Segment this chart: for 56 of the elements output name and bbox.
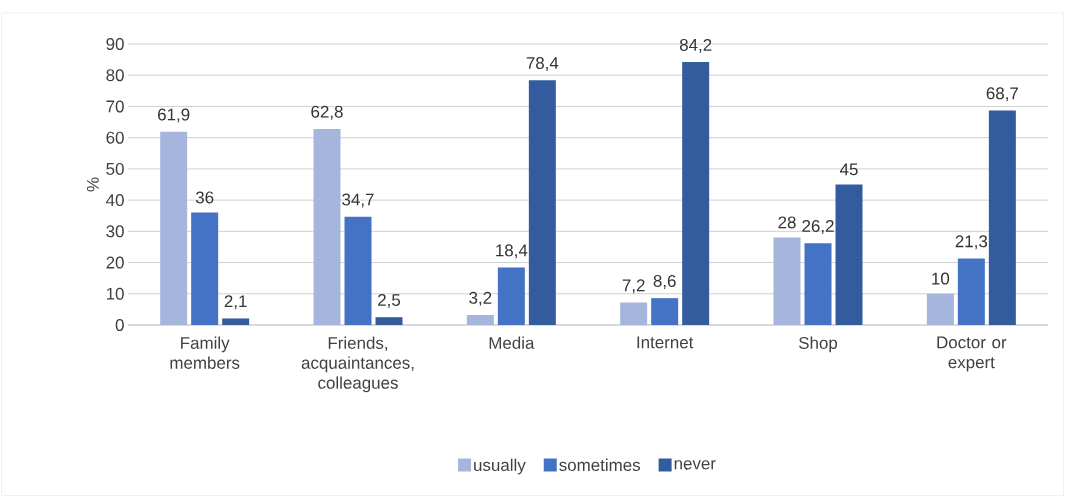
y-tick-label: 40 [106, 194, 124, 207]
bar [957, 258, 985, 325]
legend-label: usually [474, 458, 526, 475]
data-label: 62,8 [311, 105, 343, 120]
bar [620, 302, 648, 325]
legend-label: sometimes [559, 458, 640, 472]
y-tick-label: 70 [106, 100, 124, 113]
data-label: 7,2 [622, 279, 645, 294]
y-axis-title: % [86, 177, 99, 192]
bar [835, 184, 863, 325]
y-tick-label: 0 [115, 319, 124, 331]
bar [222, 318, 250, 325]
legend-label: never [674, 460, 716, 470]
y-tick-label: 80 [106, 69, 124, 82]
x-tick-label: Doctor or expert [937, 336, 1007, 372]
bar [804, 243, 832, 325]
y-tick-label: 60 [106, 131, 124, 144]
bar [926, 293, 954, 325]
data-label: 78,4 [526, 57, 559, 72]
data-label: 28 [778, 216, 796, 229]
bar [497, 267, 525, 325]
data-label: 10 [932, 272, 950, 285]
x-tick-label: Media [489, 336, 535, 349]
bar [344, 216, 372, 325]
bar [988, 110, 1016, 325]
data-label: 45 [839, 163, 858, 176]
y-tick-label: 90 [106, 38, 124, 51]
data-label: 18,4 [496, 244, 528, 259]
bar [773, 237, 801, 325]
bar [651, 298, 679, 325]
data-label: 84,2 [679, 38, 712, 53]
data-label: 2,5 [378, 294, 401, 308]
x-tick-label: Family members [170, 336, 240, 369]
data-label: 26,2 [802, 220, 834, 234]
data-label: 36 [195, 191, 214, 204]
y-tick-label: 20 [106, 256, 124, 269]
bar [528, 80, 556, 325]
data-label: 21,3 [955, 235, 988, 250]
bar [375, 317, 403, 325]
bar [313, 128, 341, 325]
x-tick-label: Internet [637, 336, 694, 349]
data-label: 3,2 [469, 291, 492, 306]
bar [466, 315, 494, 325]
y-tick-label: 10 [106, 287, 124, 300]
data-label: 61,9 [158, 108, 190, 123]
x-tick-label: Shop [799, 336, 838, 353]
bar [191, 212, 219, 325]
data-label: 2,1 [224, 295, 247, 310]
x-tick-label: Friends, acquaintances, colleagues [301, 336, 414, 393]
y-tick-label: 30 [106, 225, 124, 238]
y-tick-label: 50 [106, 162, 124, 175]
data-label: 68,7 [986, 87, 1018, 102]
data-label: 8,6 [653, 274, 676, 289]
bar [682, 62, 710, 325]
bar [160, 131, 188, 325]
data-label: 34,7 [342, 193, 374, 208]
